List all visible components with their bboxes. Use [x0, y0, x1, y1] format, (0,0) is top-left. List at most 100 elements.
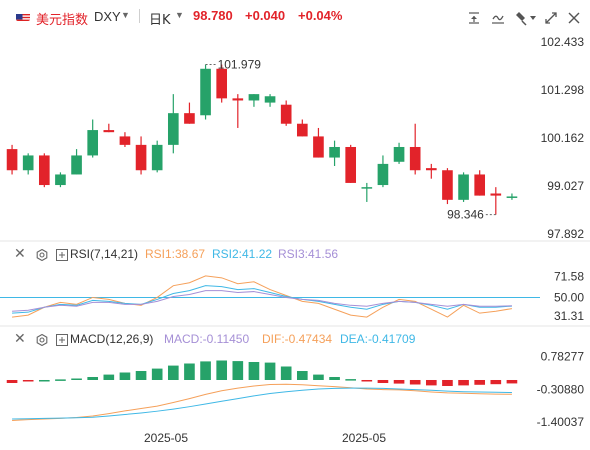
macd-bar	[6, 379, 18, 383]
candle-body	[264, 96, 276, 103]
last-price: 98.780	[193, 8, 233, 23]
macd-close-icon[interactable]: ✕	[14, 330, 26, 346]
candle-body	[6, 149, 18, 171]
rsi-axis-label: 50.00	[554, 290, 584, 304]
price-change-percent: +0.04%	[298, 8, 343, 23]
period-dropdown-icon[interactable]: ▼	[175, 10, 184, 20]
price-axis-label: 102.433	[541, 35, 585, 49]
price-change: +0.040	[245, 8, 286, 23]
macd-bar	[184, 363, 195, 380]
candle-body	[296, 123, 308, 137]
price-axis-label: 97.892	[547, 227, 584, 241]
chart-header: 美元指数 DXY ▼ 日K ▼ 98.780 +0.040 +0.04%	[0, 0, 590, 34]
rsi-line-3	[12, 290, 512, 312]
symbol-dropdown-icon[interactable]: ▼	[121, 10, 130, 20]
candle-body	[425, 168, 437, 171]
candle-body	[345, 146, 357, 183]
macd-bar	[200, 361, 211, 380]
candle-body	[216, 68, 228, 99]
macd-bar	[377, 379, 389, 383]
macd-bar	[474, 379, 486, 385]
macd-bar	[248, 361, 260, 380]
macd-bar	[264, 362, 276, 380]
macd-bar	[119, 372, 131, 380]
candle-body	[167, 113, 179, 145]
price-axis-label: 99.027	[547, 179, 584, 193]
macd-expand-icon[interactable]	[56, 333, 68, 346]
macd-axis-label: -1.40037	[537, 415, 585, 429]
macd-bar	[490, 379, 502, 385]
macd-bar	[167, 365, 179, 380]
macd-bar	[135, 370, 147, 380]
candle-body	[71, 155, 82, 175]
macd-axis-label: -0.30880	[537, 382, 585, 396]
price-axis-label: 101.298	[541, 83, 585, 97]
header-divider	[139, 9, 140, 23]
macd-bar	[87, 376, 99, 380]
candle-body	[280, 104, 292, 124]
candle-body	[458, 174, 469, 200]
date-axis-label: 2025-05	[342, 431, 386, 445]
fullscreen-icon[interactable]	[543, 10, 559, 26]
dea-value: DEA:-0.41709	[340, 332, 416, 346]
rsi-line-1	[12, 275, 513, 318]
macd-bar	[458, 379, 469, 386]
macd-bar	[71, 378, 82, 380]
close-icon[interactable]	[566, 10, 582, 26]
candle-body	[329, 146, 340, 158]
macd-bar	[55, 379, 66, 381]
period-selector[interactable]: 日K	[149, 13, 171, 28]
candle-body	[490, 193, 502, 196]
candle-body	[248, 94, 260, 101]
macd-axis-label: 0.78277	[541, 350, 585, 364]
draw-line-icon[interactable]	[490, 10, 506, 26]
candle-body	[442, 170, 453, 200]
macd-bar	[280, 366, 292, 380]
macd-value: MACD:-0.11450	[164, 332, 250, 346]
macd-bar	[425, 379, 437, 386]
symbol-code[interactable]: DXY	[94, 9, 121, 24]
candle-body	[151, 144, 163, 171]
candle-body	[103, 130, 115, 133]
candle-body	[232, 98, 244, 101]
rsi1-value: RSI1:38.67	[145, 247, 206, 261]
rsi3-value: RSI3:41.56	[278, 247, 339, 261]
macd-settings-icon[interactable]	[36, 333, 48, 347]
indicator-icon[interactable]	[466, 10, 482, 26]
rsi-close-icon[interactable]: ✕	[14, 245, 26, 261]
high-price-label: 101.979	[218, 58, 262, 72]
candle-body	[22, 155, 34, 171]
symbol-name[interactable]: 美元指数	[36, 13, 89, 28]
candle-body	[361, 187, 373, 189]
macd-bar	[361, 379, 373, 382]
dif-line	[12, 383, 512, 421]
macd-bar	[313, 374, 324, 380]
candle-body	[409, 146, 421, 171]
macd-bar	[442, 379, 453, 386]
macd-title: MACD(12,26,9)	[70, 332, 154, 346]
candle-body	[474, 174, 486, 196]
macd-bar	[22, 379, 34, 382]
candle-body	[87, 130, 99, 156]
candle-body	[135, 144, 147, 171]
rsi-expand-icon[interactable]	[56, 248, 68, 261]
rsi-axis-label: 71.58	[554, 269, 584, 283]
low-price-label: 98.346	[447, 208, 484, 222]
candle-body	[119, 136, 131, 145]
rsi2-value: RSI2:41.22	[212, 247, 273, 261]
dif-value: DIF:-0.47434	[262, 332, 333, 346]
dea-line	[12, 387, 512, 420]
rsi-settings-icon[interactable]	[36, 248, 48, 262]
macd-bar	[103, 374, 115, 380]
price-axis-label: 100.162	[541, 131, 585, 145]
drawing-tools-icon[interactable]	[514, 10, 530, 26]
candle-body	[313, 136, 324, 158]
candle-body	[38, 155, 50, 186]
macd-bar	[151, 368, 163, 380]
candle-body	[377, 163, 389, 186]
more-tools-icon[interactable]	[528, 10, 544, 26]
candle-body	[506, 196, 518, 198]
macd-bar	[38, 379, 50, 382]
macd-bar	[216, 360, 228, 380]
